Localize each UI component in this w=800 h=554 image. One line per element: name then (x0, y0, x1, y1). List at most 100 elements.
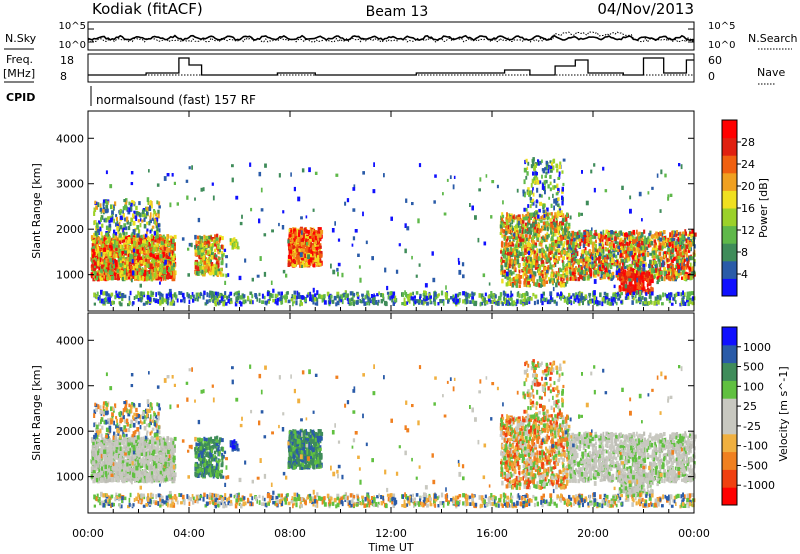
power-cell (561, 259, 564, 263)
power-cell (599, 253, 603, 257)
power-cell (631, 276, 633, 281)
power-cell (539, 277, 542, 282)
power-cell (662, 251, 665, 256)
power-cell (129, 253, 132, 259)
power-cell (219, 237, 221, 241)
power-cell (116, 223, 120, 229)
power-cell (298, 229, 301, 233)
power-cell (203, 239, 206, 243)
power-cell (615, 246, 618, 251)
power-cell (319, 233, 322, 238)
noise-tick-low: 10^0 (59, 40, 86, 51)
power-cell (565, 251, 568, 255)
power-cell (156, 227, 159, 232)
power-cell (544, 274, 547, 280)
power-cell (137, 212, 141, 216)
power-cell (210, 262, 214, 267)
power-cell (672, 264, 674, 270)
power-cell (154, 220, 156, 225)
power-cell (92, 268, 96, 273)
power-cell (107, 254, 111, 259)
power-cell (562, 234, 565, 239)
power-cell (156, 254, 159, 260)
power-cell (517, 254, 520, 259)
power-cell (677, 237, 680, 242)
power-cell (513, 280, 516, 286)
power-cell (561, 186, 564, 192)
power-cell (199, 244, 202, 248)
power-cell (99, 257, 102, 262)
power-cell (586, 256, 589, 261)
power-cell (505, 257, 508, 263)
power-cell (173, 270, 177, 276)
power-cell (517, 263, 521, 268)
power-cell (571, 234, 574, 239)
power-cell (214, 264, 218, 268)
power-cell (221, 244, 225, 250)
power-cell (208, 236, 211, 240)
power-cell (517, 273, 521, 279)
power-cell (542, 281, 545, 285)
noise-tick-low-right: 10^0 (708, 40, 735, 51)
power-cell (124, 217, 126, 222)
nave-tick-high: 60 (708, 54, 722, 67)
power-cell (114, 259, 118, 263)
power-cell (524, 269, 527, 274)
power-cell (523, 191, 526, 195)
power-cell (580, 238, 584, 243)
power-cell (681, 250, 685, 256)
power-cell (674, 264, 677, 269)
power-cell (572, 247, 575, 252)
power-cell (110, 264, 113, 269)
power-cell (92, 246, 96, 251)
power-cell (107, 231, 109, 237)
power-cell (532, 161, 535, 167)
power-cell (607, 249, 610, 254)
power-cell (548, 248, 551, 252)
power-cell (617, 261, 620, 266)
power-cell (316, 261, 319, 266)
power-cell (117, 230, 120, 234)
power-cell (157, 237, 160, 242)
power-cell (150, 261, 153, 265)
power-cell (677, 255, 681, 259)
power-cell (672, 277, 675, 281)
power-cell (101, 258, 105, 263)
power-cell (657, 273, 661, 278)
power-cell (129, 202, 133, 207)
power-cell (205, 264, 209, 268)
power-cell (113, 218, 115, 224)
power-cell (128, 201, 131, 206)
power-cell (296, 244, 299, 249)
power-cell (598, 258, 601, 264)
power-cell (617, 251, 619, 256)
power-cell (589, 264, 592, 268)
power-cell (622, 277, 625, 281)
power-cell (531, 198, 535, 203)
power-cell (535, 260, 538, 265)
power-cell (661, 232, 664, 236)
power-cell (149, 219, 152, 224)
power-cell (624, 275, 628, 280)
power-cell (544, 250, 547, 255)
power-cell (555, 259, 558, 264)
power-cell (209, 272, 212, 276)
power-cell (523, 193, 526, 198)
power-cell (217, 271, 220, 276)
power-cell (127, 266, 130, 270)
power-cell (521, 257, 525, 262)
power-cell (529, 264, 533, 269)
power-cell (579, 274, 582, 280)
power-cell (221, 253, 224, 259)
power-cell (160, 264, 163, 268)
power-cell (537, 160, 540, 166)
power-cell (586, 231, 589, 236)
power-cell (605, 234, 607, 240)
power-cell (670, 266, 674, 272)
power-cell (172, 253, 174, 257)
power-cell (301, 252, 305, 256)
power-cell (106, 274, 108, 279)
power-cell (632, 236, 635, 240)
power-cell (547, 184, 550, 189)
power-cell (194, 261, 198, 265)
